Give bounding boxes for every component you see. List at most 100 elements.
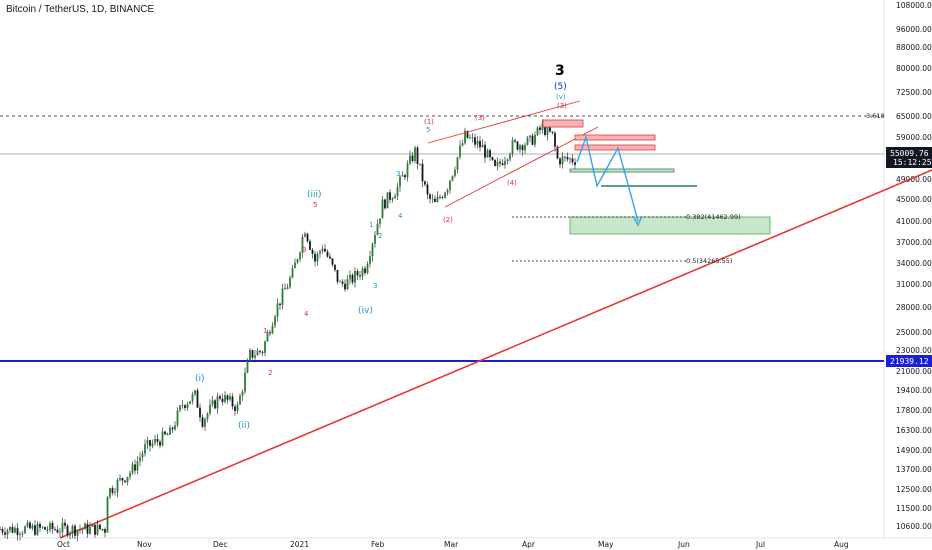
price-tick: 16300.00 (896, 426, 932, 435)
wave-label-n5: 5 (313, 201, 317, 209)
red-trendline[interactable] (59, 169, 932, 539)
candle-body (256, 350, 259, 356)
candle-body (464, 130, 466, 144)
resistance-zone-mid[interactable] (574, 134, 656, 141)
price-tick: 80000.00 (896, 64, 932, 73)
candle-body (454, 169, 456, 176)
price-tick: 72500.00 (896, 88, 932, 97)
candle-body (179, 405, 181, 411)
candle-body (69, 532, 71, 536)
candle-body (174, 425, 176, 430)
chart-title: Bitcoin / TetherUS, 1D, BINANCE (6, 4, 155, 15)
candle-body (461, 143, 464, 146)
candle-body (501, 163, 504, 166)
candle-body (201, 417, 204, 427)
candle-body (336, 269, 339, 282)
candle-body (71, 525, 74, 533)
candle-body (146, 440, 149, 445)
candle-body (329, 256, 331, 259)
candle-body (229, 396, 231, 400)
fib-3618-label: 3.618 (866, 112, 885, 120)
wave-label-iv: (iv) (358, 306, 373, 316)
price-tick: 96000.00 (896, 25, 932, 34)
candle-body (176, 410, 179, 426)
wave-label-c5: 5 (426, 126, 430, 134)
candle-body (156, 439, 159, 442)
candle-body (219, 396, 221, 399)
candle-body (319, 251, 321, 254)
candle-body (506, 159, 509, 162)
candle-body (196, 390, 199, 408)
candle-body (194, 390, 196, 395)
candle-body (259, 350, 261, 352)
candle-body (289, 277, 291, 288)
candle-body (199, 407, 201, 418)
candle-body (6, 530, 9, 535)
time-tick: Jul (755, 540, 765, 549)
candle-body (314, 253, 316, 262)
time-tick: Aug (834, 540, 849, 549)
candle-body (451, 175, 454, 181)
wave-label-3-paren: (3) (475, 114, 485, 122)
price-tick: 17800.00 (896, 406, 932, 415)
price-axis-panel[interactable] (884, 0, 932, 550)
candle-body (9, 526, 11, 531)
candle-body (396, 186, 399, 197)
candle-body (64, 522, 66, 526)
resistance-zone-top[interactable] (542, 119, 584, 128)
candle-body (264, 341, 266, 353)
support-zone-1[interactable] (569, 168, 675, 173)
candle-body (224, 395, 226, 403)
resistance-zone-low[interactable] (574, 144, 656, 151)
price-tick: 34000.00 (896, 259, 932, 268)
candle-body (459, 145, 461, 158)
candle-body (541, 123, 544, 130)
price-tick: 19400.00 (896, 386, 932, 395)
candle-body (381, 199, 384, 219)
candle-body (346, 279, 349, 290)
candle-body (489, 150, 491, 158)
candle-body (204, 418, 206, 427)
candle-body (244, 372, 246, 392)
candle-body (301, 236, 304, 253)
wave-label-c3b: 3 (373, 282, 377, 290)
candle-body (49, 522, 51, 531)
candle-body (539, 127, 541, 130)
candle-body (281, 288, 284, 305)
candle-body (226, 395, 229, 400)
candle-body (154, 439, 156, 444)
candle-body (4, 532, 6, 535)
candle-body (234, 406, 236, 412)
projection-path[interactable] (576, 134, 639, 222)
wave-label-2-paren: (2) (443, 216, 453, 224)
wedge-lower-line[interactable] (444, 126, 599, 208)
time-ticks: Oct Nov Dec 2021 Feb Mar Apr May Jun Jul… (57, 540, 849, 549)
candle-body (486, 150, 489, 158)
candle-body (571, 158, 574, 163)
candle-body (139, 457, 141, 462)
candle-body (279, 303, 281, 305)
price-tick: 14900.00 (896, 446, 932, 455)
candle-body (394, 196, 396, 199)
wave-label-c2: 2 (378, 232, 382, 240)
candle-body (91, 524, 94, 527)
price-tick: 25000.00 (896, 328, 932, 337)
candle-body (561, 156, 564, 165)
candle-body (211, 400, 214, 405)
candle-body (334, 264, 336, 270)
candle-body (181, 405, 184, 406)
candle-body (96, 524, 99, 535)
time-tick: May (598, 540, 614, 549)
candle-body (61, 522, 64, 533)
candle-body (191, 394, 194, 402)
candle-body (569, 158, 571, 160)
candle-body (511, 140, 514, 155)
wedge-upper-line[interactable] (427, 100, 581, 144)
fib-0382-label: 0.382(41462.99) (686, 213, 741, 221)
candle-body (41, 526, 44, 528)
candle-body (56, 529, 59, 533)
candle-body (436, 196, 439, 202)
candle-body (574, 162, 576, 165)
price-tick: 11500.00 (896, 504, 932, 513)
